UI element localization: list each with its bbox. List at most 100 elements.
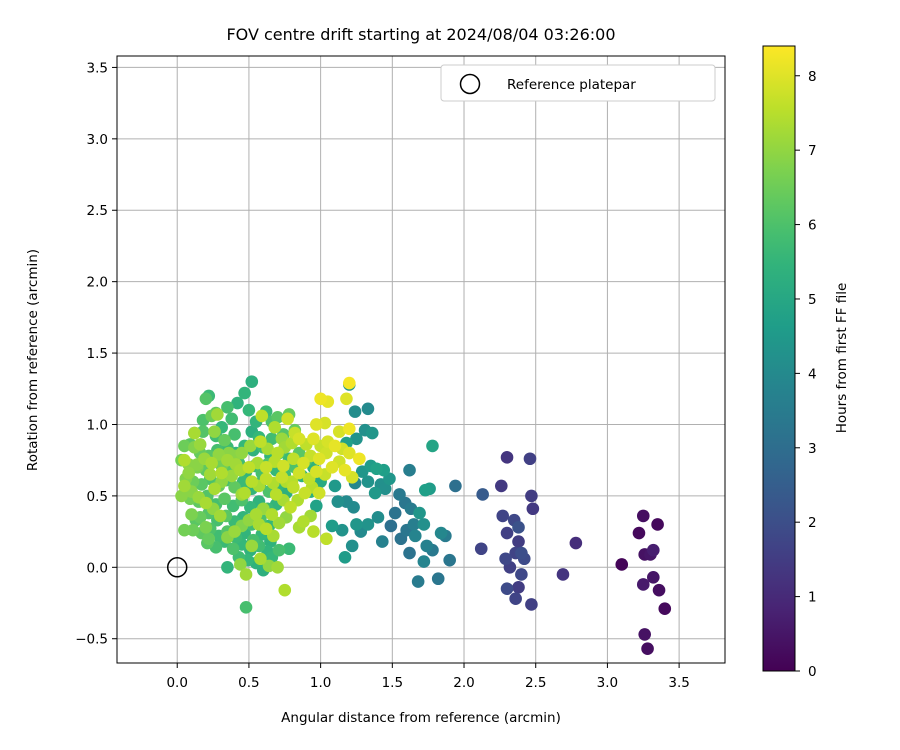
colorbar-tick-label: 5 [808,292,817,308]
data-point [641,642,654,656]
data-point [647,543,660,557]
data-point [221,401,234,414]
legend-label: Reference platepar [507,77,636,93]
data-point [255,409,269,423]
data-point [226,542,240,556]
colorbar-tick-label: 6 [808,218,817,234]
data-point [298,486,312,500]
y-tick-label: −0.5 [75,632,108,648]
data-point [496,509,510,523]
data-point [238,486,251,500]
data-point [393,488,406,501]
data-point [178,479,191,493]
data-point [292,466,306,480]
data-point [239,568,253,581]
data-point [403,546,416,560]
data-point [314,392,327,406]
colorbar-label: Hours from first FF file [834,283,850,434]
data-point [384,519,398,533]
data-point [569,536,583,550]
data-point [431,572,445,586]
data-point [277,459,290,473]
data-point [515,568,528,581]
data-point [284,501,297,514]
data-point [420,539,434,553]
data-point [178,523,191,537]
y-tick-label: 3.5 [87,60,108,76]
x-tick-label: 1.0 [310,675,331,691]
data-point [242,403,256,417]
x-tick-label: 2.0 [453,675,474,691]
data-point [500,526,514,540]
data-point [307,432,320,446]
colorbar-tick-label: 7 [808,143,817,159]
data-point [310,418,323,431]
data-point [245,475,259,488]
data-point [238,386,251,400]
data-point [281,412,294,426]
data-point [249,508,263,521]
data-point [350,518,363,531]
data-point [500,451,514,464]
x-tick-label: 1.5 [382,675,403,691]
data-point [556,568,570,581]
data-point [408,529,422,543]
data-point [259,461,273,474]
y-tick-label: 2.5 [87,203,108,219]
data-point [287,481,300,494]
data-point [638,628,651,641]
data-point [259,472,273,486]
x-axis-label: Angular distance from reference (arcmin) [281,710,561,726]
data-point [310,465,323,478]
data-point [239,600,253,614]
legend-marker-icon [459,73,481,95]
data-point [278,583,292,597]
data-point [361,518,375,531]
data-point [182,466,195,480]
colorbar [762,45,796,672]
data-point [215,466,228,480]
x-tick-label: 3.0 [597,675,618,691]
data-point [368,486,382,500]
data-point [275,471,289,484]
data-point [658,602,672,616]
data-point [353,452,366,466]
data-point [407,518,421,531]
data-point [512,535,525,548]
data-point [199,392,213,406]
data-point [271,561,284,574]
y-tick-label: 0.0 [87,560,108,576]
data-point [338,463,352,477]
data-point [245,375,259,388]
data-point [417,518,431,531]
colorbar-tick-label: 8 [808,69,817,85]
data-point [292,432,306,446]
axes-frame [116,55,726,664]
chart-title: FOV centre drift starting at 2024/08/04 … [226,25,615,44]
data-point [474,542,488,556]
x-tick-label: 0.5 [238,675,259,691]
data-point [225,412,239,426]
data-point [235,446,249,460]
data-point [515,546,528,560]
data-point [350,432,363,446]
data-point [443,553,456,567]
data-point [512,521,525,534]
data-point [371,511,385,524]
data-point [411,575,425,588]
data-point [185,508,198,521]
data-point [265,508,279,521]
data-point [310,499,323,513]
data-point [325,519,339,533]
data-point [499,552,512,566]
colorbar-tick-label: 3 [808,441,817,457]
data-point [365,426,379,440]
data-point [312,452,326,466]
colorbar-tick-label: 1 [808,590,817,606]
data-point [370,462,383,476]
data-point [526,502,540,516]
data-point [636,509,650,523]
data-point [651,518,664,531]
data-point [500,582,514,596]
